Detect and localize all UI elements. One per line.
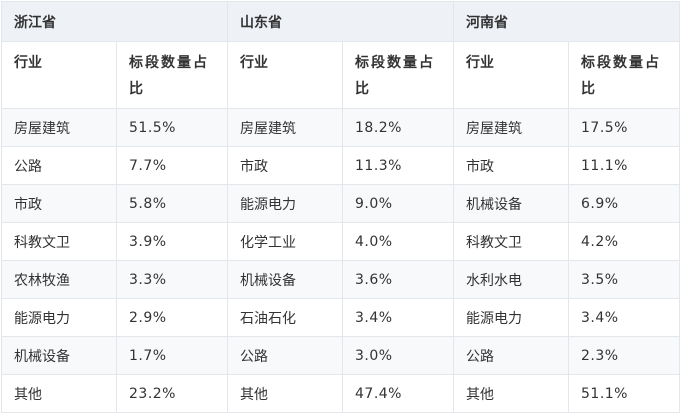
table-row: 能源电力 2.9% 石油石化 3.4% 能源电力 3.4%: [1, 298, 680, 337]
industry-cell: 公路: [1, 146, 117, 185]
share-cell: 51.1%: [568, 374, 680, 413]
province-zhejiang: 浙江省: [1, 1, 228, 42]
share-cell: 6.9%: [568, 184, 680, 223]
industry-cell: 房屋建筑: [227, 108, 343, 147]
table-row: 公路 7.7% 市政 11.3% 市政 11.1%: [1, 146, 680, 185]
table-row: 市政 5.8% 能源电力 9.0% 机械设备 6.9%: [1, 184, 680, 223]
industry-cell: 其他: [1, 374, 117, 413]
industry-cell: 市政: [227, 146, 343, 185]
share-cell: 18.2%: [342, 108, 454, 147]
industry-cell: 机械设备: [1, 336, 117, 375]
industry-cell: 石油石化: [227, 298, 343, 337]
table-row: 机械设备 1.7% 公路 3.0% 公路 2.3%: [1, 336, 680, 375]
province-henan: 河南省: [453, 1, 680, 42]
industry-cell: 能源电力: [1, 298, 117, 337]
industry-cell: 房屋建筑: [1, 108, 117, 147]
table-row: 其他 23.2% 其他 47.4% 其他 51.1%: [1, 374, 680, 413]
share-cell: 47.4%: [342, 374, 454, 413]
industry-cell: 其他: [227, 374, 343, 413]
industry-cell: 公路: [453, 336, 569, 375]
share-cell: 11.3%: [342, 146, 454, 185]
share-header: 标段数量占比: [342, 41, 454, 109]
industry-cell: 市政: [453, 146, 569, 185]
share-header: 标段数量占比: [116, 41, 228, 109]
share-cell: 23.2%: [116, 374, 228, 413]
share-cell: 3.3%: [116, 260, 228, 299]
industry-cell: 机械设备: [453, 184, 569, 223]
column-header-row: 行业 标段数量占比 行业 标段数量占比 行业 标段数量占比: [1, 41, 680, 109]
share-cell: 3.4%: [342, 298, 454, 337]
province-header-row: 浙江省 山东省 河南省: [1, 1, 680, 42]
share-header: 标段数量占比: [568, 41, 680, 109]
share-cell: 7.7%: [116, 146, 228, 185]
share-cell: 4.0%: [342, 222, 454, 261]
industry-cell: 公路: [227, 336, 343, 375]
industry-cell: 市政: [1, 184, 117, 223]
table-row: 房屋建筑 51.5% 房屋建筑 18.2% 房屋建筑 17.5%: [1, 108, 680, 147]
industry-cell: 其他: [453, 374, 569, 413]
share-cell: 2.9%: [116, 298, 228, 337]
table-row: 农林牧渔 3.3% 机械设备 3.6% 水利水电 3.5%: [1, 260, 680, 299]
share-cell: 5.8%: [116, 184, 228, 223]
province-shandong: 山东省: [227, 1, 454, 42]
share-cell: 1.7%: [116, 336, 228, 375]
share-cell: 3.6%: [342, 260, 454, 299]
industry-cell: 化学工业: [227, 222, 343, 261]
share-cell: 11.1%: [568, 146, 680, 185]
share-cell: 4.2%: [568, 222, 680, 261]
industry-cell: 房屋建筑: [453, 108, 569, 147]
share-cell: 9.0%: [342, 184, 454, 223]
share-cell: 3.5%: [568, 260, 680, 299]
industry-header: 行业: [227, 41, 343, 109]
industry-cell: 水利水电: [453, 260, 569, 299]
industry-cell: 农林牧渔: [1, 260, 117, 299]
share-cell: 51.5%: [116, 108, 228, 147]
industry-cell: 能源电力: [453, 298, 569, 337]
industry-cell: 科教文卫: [453, 222, 569, 261]
share-cell: 17.5%: [568, 108, 680, 147]
table-row: 科教文卫 3.9% 化学工业 4.0% 科教文卫 4.2%: [1, 222, 680, 261]
industry-cell: 科教文卫: [1, 222, 117, 261]
industry-header: 行业: [453, 41, 569, 109]
industry-cell: 能源电力: [227, 184, 343, 223]
share-cell: 3.4%: [568, 298, 680, 337]
share-cell: 3.0%: [342, 336, 454, 375]
industry-header: 行业: [1, 41, 117, 109]
share-cell: 2.3%: [568, 336, 680, 375]
industry-cell: 机械设备: [227, 260, 343, 299]
share-cell: 3.9%: [116, 222, 228, 261]
